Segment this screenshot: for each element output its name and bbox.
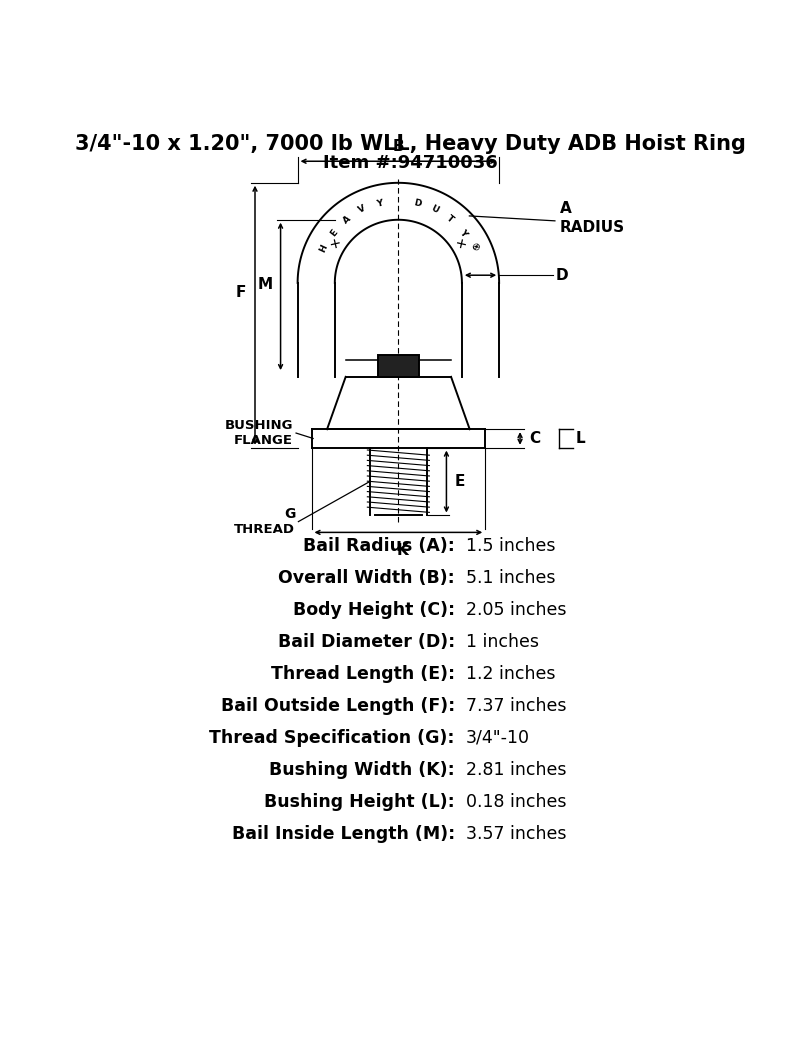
- Text: Bail Diameter (D):: Bail Diameter (D):: [278, 633, 455, 651]
- Text: H: H: [318, 243, 330, 254]
- Text: Body Height (C):: Body Height (C):: [293, 601, 455, 619]
- Text: T: T: [445, 214, 455, 225]
- Text: A: A: [341, 214, 352, 225]
- Text: L: L: [576, 430, 586, 446]
- Text: G: G: [284, 506, 295, 521]
- Text: Overall Width (B):: Overall Width (B):: [278, 570, 455, 588]
- Text: D: D: [556, 268, 568, 283]
- Text: 1 inches: 1 inches: [466, 633, 539, 651]
- Text: 3/4"-10: 3/4"-10: [466, 729, 530, 747]
- Text: 7.37 inches: 7.37 inches: [466, 697, 566, 715]
- Text: Bushing Height (L):: Bushing Height (L):: [264, 793, 455, 811]
- Text: 1.2 inches: 1.2 inches: [466, 665, 555, 683]
- Text: M: M: [258, 277, 273, 292]
- Bar: [378, 356, 418, 377]
- Text: E: E: [328, 228, 339, 237]
- Text: 1.5 inches: 1.5 inches: [466, 537, 555, 555]
- Text: F: F: [235, 285, 246, 300]
- Text: U: U: [429, 204, 440, 215]
- Text: Y: Y: [376, 198, 384, 209]
- Text: Bail Radius (A):: Bail Radius (A):: [303, 537, 455, 555]
- Text: Bail Outside Length (F):: Bail Outside Length (F):: [221, 697, 455, 715]
- Text: 5.1 inches: 5.1 inches: [466, 570, 555, 588]
- Text: 2.81 inches: 2.81 inches: [466, 761, 566, 779]
- Text: V: V: [358, 204, 367, 215]
- Text: K: K: [396, 543, 408, 558]
- Text: ®: ®: [467, 243, 479, 254]
- Text: Thread Length (E):: Thread Length (E):: [271, 665, 455, 683]
- Text: RADIUS: RADIUS: [559, 219, 625, 234]
- Text: Y: Y: [458, 228, 469, 238]
- Text: Bushing Width (K):: Bushing Width (K):: [269, 761, 455, 779]
- Text: C: C: [530, 430, 541, 446]
- Text: 0.18 inches: 0.18 inches: [466, 793, 566, 811]
- Text: 2.05 inches: 2.05 inches: [466, 601, 566, 619]
- Text: A: A: [559, 202, 571, 216]
- Text: Bail Inside Length (M):: Bail Inside Length (M):: [232, 825, 455, 843]
- Text: D: D: [412, 198, 422, 209]
- Text: E: E: [454, 474, 465, 490]
- Text: BUSHING: BUSHING: [225, 419, 293, 431]
- Text: B: B: [393, 138, 404, 154]
- Text: Item #:94710036: Item #:94710036: [322, 154, 498, 172]
- Text: THREAD: THREAD: [234, 523, 295, 536]
- Text: Thread Specification (G):: Thread Specification (G):: [210, 729, 455, 747]
- Text: 3.57 inches: 3.57 inches: [466, 825, 566, 843]
- Text: 3/4"-10 x 1.20", 7000 lb WLL, Heavy Duty ADB Hoist Ring: 3/4"-10 x 1.20", 7000 lb WLL, Heavy Duty…: [74, 134, 746, 154]
- Text: FLANGE: FLANGE: [234, 435, 293, 447]
